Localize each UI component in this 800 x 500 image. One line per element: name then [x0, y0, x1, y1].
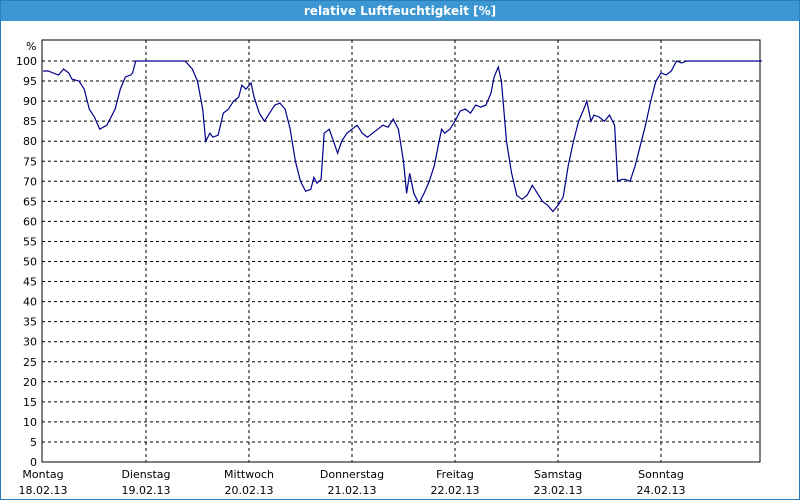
chart-grid: [42, 40, 760, 462]
x-tick-day: Donnerstag: [320, 468, 384, 481]
y-tick-label: 40: [23, 296, 37, 309]
x-tick-date: 21.02.13: [328, 484, 377, 497]
y-tick-label: 100: [16, 55, 37, 68]
y-tick-label: 15: [23, 396, 37, 409]
y-tick-label: 30: [23, 336, 37, 349]
y-tick-label: 65: [23, 195, 37, 208]
y-tick-label: 55: [23, 235, 37, 248]
x-axis: Montag 18.02.13 Dienstag 19.02.13 Mittwoch 20…: [19, 468, 686, 497]
x-tick-day: Freitag: [436, 468, 474, 481]
x-tick-date: 19.02.13: [122, 484, 171, 497]
x-tick-date: 22.02.13: [431, 484, 480, 497]
x-tick-day: Sonntag: [638, 468, 684, 481]
y-axis: 0 5 10 15 20 25 30 35 40 45 50 55 60 65 70 75 80 85 90 95 10…: [16, 55, 37, 469]
y-tick-label: 95: [23, 75, 37, 88]
y-tick-label: 10: [23, 416, 37, 429]
x-tick-date: 18.02.13: [19, 484, 68, 497]
y-tick-label: 80: [23, 135, 37, 148]
y-tick-label: 50: [23, 256, 37, 269]
y-tick-label: 45: [23, 276, 37, 289]
humidity-line: [43, 60, 762, 213]
window-title: relative Luftfeuchtigkeit [%]: [1, 1, 799, 21]
y-tick-label: 0: [30, 456, 37, 469]
y-tick-label: 85: [23, 115, 37, 128]
x-tick-date: 20.02.13: [225, 484, 274, 497]
y-tick-label: 35: [23, 316, 37, 329]
y-tick-label: 70: [23, 175, 37, 188]
y-tick-label: 5: [30, 436, 37, 449]
y-tick-label: 90: [23, 95, 37, 108]
y-tick-label: 20: [23, 376, 37, 389]
x-tick-date: 24.02.13: [637, 484, 686, 497]
x-tick-day: Samstag: [534, 468, 582, 481]
x-tick-date: 23.02.13: [534, 484, 583, 497]
y-tick-label: 60: [23, 215, 37, 228]
plot-area: [41, 39, 761, 463]
y-tick-label: 75: [23, 155, 37, 168]
x-tick-day: Dienstag: [121, 468, 170, 481]
x-tick-day: Mittwoch: [224, 468, 274, 481]
y-axis-label: %: [26, 40, 36, 53]
y-tick-label: 25: [23, 356, 37, 369]
x-tick-day: Montag: [22, 468, 63, 481]
